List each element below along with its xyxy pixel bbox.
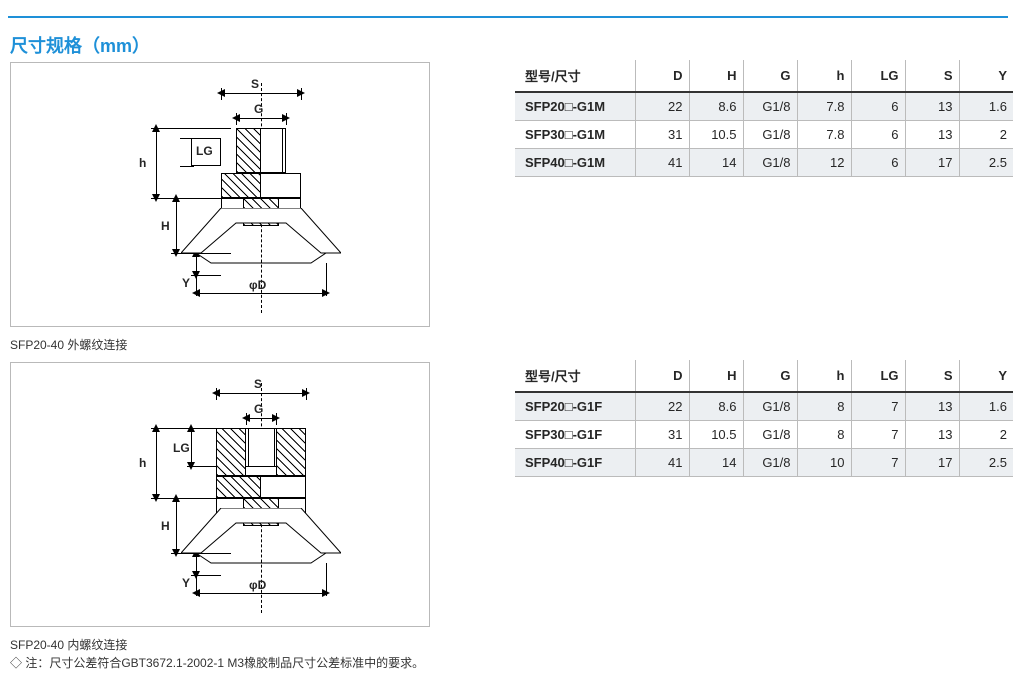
accent-rule: [8, 16, 1008, 18]
dim-H-label-2: H: [161, 519, 170, 533]
col-Y: Y: [959, 360, 1013, 392]
dim-s-label: S: [251, 77, 259, 91]
cell-value: 14: [689, 449, 743, 477]
cell-value: 13: [905, 121, 959, 149]
cell-value: 13: [905, 421, 959, 449]
cell-value: 10: [797, 449, 851, 477]
cell-value: 2: [959, 421, 1013, 449]
col-h: h: [797, 360, 851, 392]
cell-value: 8: [797, 392, 851, 421]
table-row: SFP20□-G1F228.6G1/887131.6: [515, 392, 1013, 421]
table-row: SFP40□-G1F4114G1/8107172.5: [515, 449, 1013, 477]
cell-value: 31: [635, 421, 689, 449]
dim-H-label: H: [161, 219, 170, 233]
cell-value: 1.6: [959, 392, 1013, 421]
dimensions-table-g1f: 型号/尺寸 D H G h LG S Y SFP20□-G1F228.6G1/8…: [515, 360, 1013, 477]
cell-value: 7: [851, 421, 905, 449]
cell-value: 41: [635, 149, 689, 177]
cell-model: SFP30□-G1M: [515, 121, 635, 149]
cell-value: G1/8: [743, 121, 797, 149]
dim-g-label: G: [254, 102, 263, 116]
col-H: H: [689, 60, 743, 92]
cell-value: 12: [797, 149, 851, 177]
cell-value: 31: [635, 121, 689, 149]
dim-h-lower-label: h: [139, 156, 146, 170]
dim-h-lower-label-2: h: [139, 456, 146, 470]
table-header-row: 型号/尺寸 D H G h LG S Y: [515, 60, 1013, 92]
col-h: h: [797, 60, 851, 92]
cell-value: 7.8: [797, 92, 851, 121]
section-title: 尺寸规格（mm）: [10, 32, 150, 58]
dimensions-table-g1m: 型号/尺寸 D H G h LG S Y SFP20□-G1M228.6G1/8…: [515, 60, 1013, 177]
cell-value: 7.8: [797, 121, 851, 149]
cell-value: 2.5: [959, 149, 1013, 177]
cell-value: 13: [905, 392, 959, 421]
cell-value: 8: [797, 421, 851, 449]
cell-value: G1/8: [743, 392, 797, 421]
cell-value: 8.6: [689, 92, 743, 121]
col-D: D: [635, 60, 689, 92]
cell-value: 8.6: [689, 392, 743, 421]
col-LG: LG: [851, 360, 905, 392]
col-S: S: [905, 60, 959, 92]
col-D: D: [635, 360, 689, 392]
col-LG: LG: [851, 60, 905, 92]
col-G: G: [743, 60, 797, 92]
cell-value: G1/8: [743, 92, 797, 121]
cell-model: SFP40□-G1M: [515, 149, 635, 177]
cell-model: SFP40□-G1F: [515, 449, 635, 477]
cell-value: G1/8: [743, 449, 797, 477]
cell-model: SFP30□-G1F: [515, 421, 635, 449]
cell-value: 2.5: [959, 449, 1013, 477]
table-row: SFP30□-G1F3110.5G1/887132: [515, 421, 1013, 449]
cell-value: 13: [905, 92, 959, 121]
tolerance-note: ◇ 注：尺寸公差符合GBT3672.1-2002-1 M3橡胶制品尺寸公差标准中…: [10, 654, 424, 671]
cell-model: SFP20□-G1F: [515, 392, 635, 421]
cell-value: 14: [689, 149, 743, 177]
col-model: 型号/尺寸: [515, 60, 635, 92]
dim-Y-label: Y: [182, 276, 190, 290]
dim-phiD-label-2: φD: [249, 578, 266, 592]
dim-lg-label-2: LG: [173, 441, 190, 455]
dim-phiD-label: φD: [249, 278, 266, 292]
cell-value: 7: [851, 392, 905, 421]
cell-value: 22: [635, 392, 689, 421]
cell-value: 6: [851, 121, 905, 149]
cell-value: 7: [851, 449, 905, 477]
col-model: 型号/尺寸: [515, 360, 635, 392]
cell-value: 10.5: [689, 421, 743, 449]
table-row: SFP20□-G1M228.6G1/87.86131.6: [515, 92, 1013, 121]
dim-Y-label-2: Y: [182, 576, 190, 590]
figure-1-external-thread: S G LG h H: [10, 62, 430, 327]
col-Y: Y: [959, 60, 1013, 92]
cell-value: 1.6: [959, 92, 1013, 121]
cell-value: 6: [851, 149, 905, 177]
cell-value: 22: [635, 92, 689, 121]
cell-value: 6: [851, 92, 905, 121]
table-header-row: 型号/尺寸 D H G h LG S Y: [515, 360, 1013, 392]
figure-2-internal-thread: S G LG h H: [10, 362, 430, 627]
cell-value: 41: [635, 449, 689, 477]
cell-model: SFP20□-G1M: [515, 92, 635, 121]
dim-g-label-2: G: [254, 402, 263, 416]
figure-1-caption: SFP20-40 外螺纹连接: [10, 336, 127, 353]
cell-value: 10.5: [689, 121, 743, 149]
cell-value: G1/8: [743, 421, 797, 449]
dim-s-label-2: S: [254, 377, 262, 391]
cell-value: G1/8: [743, 149, 797, 177]
table-row: SFP40□-G1M4114G1/8126172.5: [515, 149, 1013, 177]
cell-value: 17: [905, 449, 959, 477]
col-S: S: [905, 360, 959, 392]
col-H: H: [689, 360, 743, 392]
cell-value: 2: [959, 121, 1013, 149]
dim-lg-label: LG: [196, 144, 213, 158]
table-row: SFP30□-G1M3110.5G1/87.86132: [515, 121, 1013, 149]
col-G: G: [743, 360, 797, 392]
cell-value: 17: [905, 149, 959, 177]
figure-2-caption: SFP20-40 内螺纹连接: [10, 636, 127, 653]
